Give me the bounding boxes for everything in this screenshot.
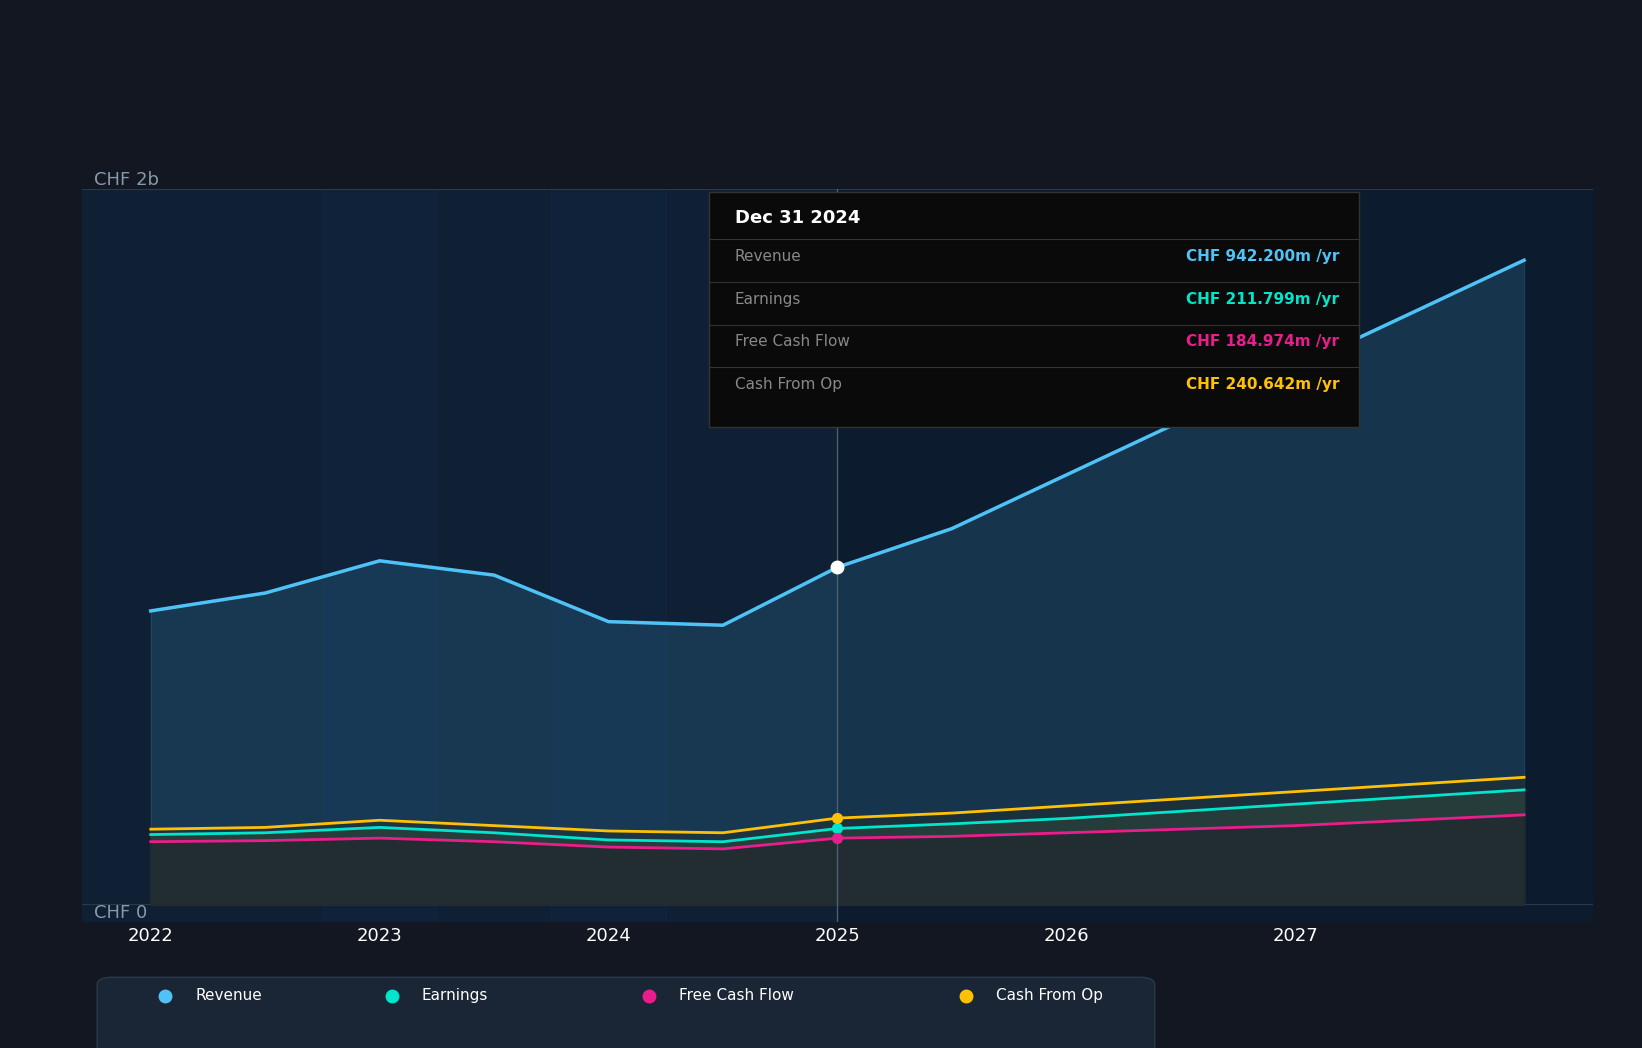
- Text: CHF 184.974m /yr: CHF 184.974m /yr: [1186, 334, 1340, 349]
- Text: CHF 942.200m /yr: CHF 942.200m /yr: [1186, 248, 1340, 264]
- Bar: [837, 189, 1593, 922]
- Text: Free Cash Flow: Free Cash Flow: [736, 334, 851, 349]
- Text: CHF 211.799m /yr: CHF 211.799m /yr: [1186, 291, 1340, 306]
- Bar: [82, 189, 837, 922]
- Text: Past: Past: [788, 296, 826, 314]
- Text: Analysts Forecasts: Analysts Forecasts: [849, 296, 1016, 314]
- Text: Revenue: Revenue: [195, 988, 263, 1003]
- Text: Earnings: Earnings: [422, 988, 488, 1003]
- Text: Earnings: Earnings: [736, 291, 801, 306]
- Text: Free Cash Flow: Free Cash Flow: [678, 988, 793, 1003]
- Text: CHF 0: CHF 0: [94, 904, 146, 922]
- Bar: [552, 189, 665, 922]
- FancyBboxPatch shape: [97, 977, 1154, 1048]
- FancyBboxPatch shape: [709, 193, 1358, 428]
- Text: Cash From Op: Cash From Op: [736, 377, 842, 392]
- Text: Cash From Op: Cash From Op: [997, 988, 1103, 1003]
- Text: Dec 31 2024: Dec 31 2024: [736, 209, 860, 227]
- Text: CHF 240.642m /yr: CHF 240.642m /yr: [1186, 377, 1340, 392]
- Text: Revenue: Revenue: [736, 248, 801, 264]
- Bar: [322, 189, 437, 922]
- Text: CHF 2b: CHF 2b: [94, 171, 159, 189]
